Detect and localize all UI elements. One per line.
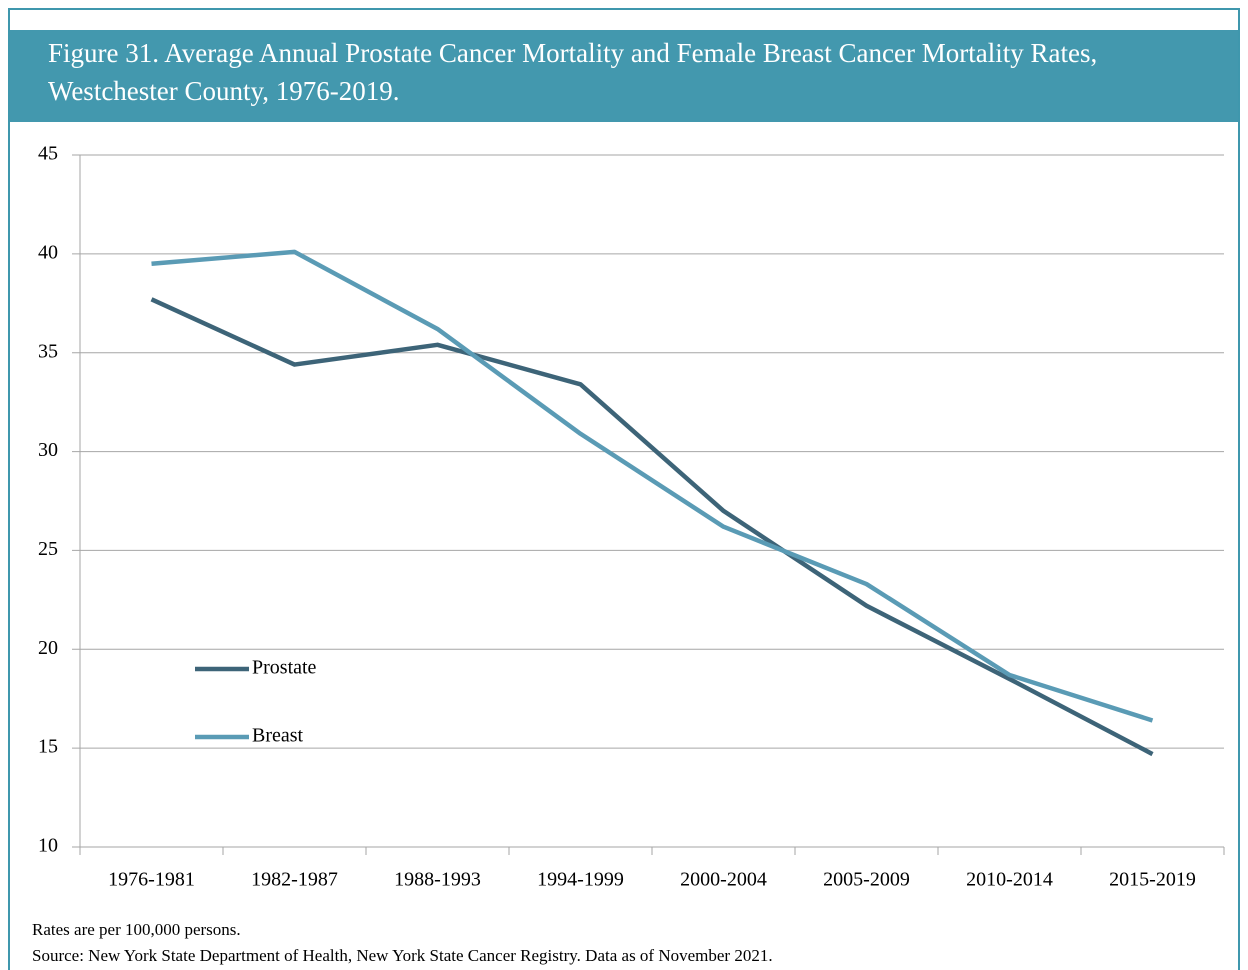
x-tick-label: 2000-2004 [680,869,767,891]
chart-title: Westchester County, 1976-2019. [48,76,400,106]
y-tick-label: 30 [38,439,58,461]
y-tick-label: 25 [38,538,58,560]
x-tick-label: 2005-2009 [823,869,910,891]
series-line [150,297,1154,757]
y-tick-label: 15 [38,736,58,758]
title-banner [10,30,1238,122]
legend-label: Prostate [252,657,317,679]
legend-label: Breast [252,725,304,747]
x-tick-label: 1976-1981 [108,869,195,891]
footnote: Source: New York State Department of Hea… [32,946,773,965]
footnote: Rates are per 100,000 persons. [32,920,241,939]
y-tick-label: 10 [38,835,58,857]
x-tick-label: 1988-1993 [394,869,481,891]
series-line [151,249,1154,723]
y-tick-label: 35 [38,340,58,362]
chart-title: Figure 31. Average Annual Prostate Cance… [48,38,1097,68]
x-tick-label: 2010-2014 [966,869,1053,891]
x-tick-label: 2015-2019 [1109,869,1196,891]
y-tick-label: 45 [38,143,58,165]
y-tick-label: 40 [38,241,58,263]
x-tick-label: 1994-1999 [537,869,624,891]
x-tick-label: 1982-1987 [251,869,338,891]
frame [8,8,1240,970]
y-tick-label: 20 [38,637,58,659]
